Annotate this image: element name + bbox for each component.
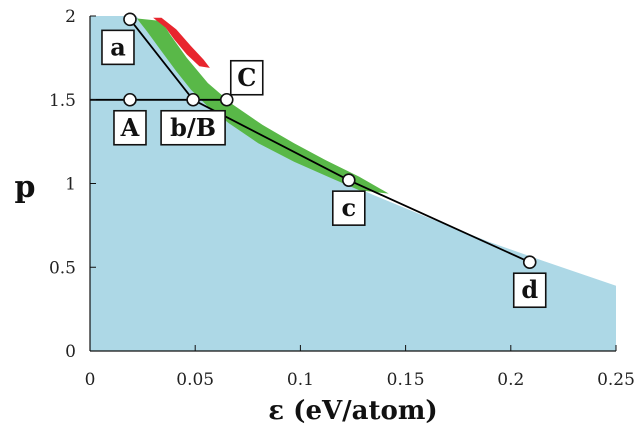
- x-tick-label: 0.2: [497, 370, 524, 390]
- y-tick-label: 0.5: [49, 258, 76, 278]
- path-line-2: [129, 18, 531, 264]
- red-region: [153, 17, 210, 68]
- point-label: a: [110, 32, 126, 61]
- blue-region: [90, 16, 616, 351]
- point-label-box: [512, 272, 547, 309]
- point-label-box: [160, 109, 226, 146]
- point-layer: a A b/B Cc d: [101, 12, 547, 309]
- green-region: [130, 17, 389, 194]
- point-label: C: [237, 63, 256, 92]
- point-label-box: [101, 29, 135, 66]
- y-tick-label: 1.5: [49, 91, 76, 111]
- x-tick-label: 0.15: [387, 370, 425, 390]
- tick-layer: 0 0.05 0.1 0.15 0.2 0.25 0 0.5 1 1.5 2: [49, 7, 635, 390]
- point-label: A: [120, 113, 140, 142]
- x-tick-label: 0.05: [176, 370, 214, 390]
- x-tick-label: 0.25: [597, 370, 635, 390]
- point-marker-d: [522, 255, 537, 270]
- region-layer: [90, 16, 616, 351]
- point-label: b/B: [170, 113, 216, 142]
- point-marker-a: [123, 92, 137, 107]
- point-marker-a: [123, 12, 137, 27]
- point-label-box: [113, 109, 147, 146]
- y-tick-label: 1: [65, 175, 76, 195]
- y-tick-label: 2: [65, 7, 76, 27]
- point-label: d: [521, 275, 538, 304]
- line-layer: [90, 18, 531, 264]
- x-tick-label: 0: [85, 370, 96, 390]
- point-label: c: [341, 193, 356, 222]
- x-axis-title: ε (eV/atom): [268, 396, 437, 426]
- point-label-box: [229, 59, 264, 96]
- point-marker-c: [219, 92, 234, 107]
- x-tick-label: 0.1: [287, 370, 314, 390]
- point-marker-b-b: [186, 92, 200, 107]
- y-axis-title: p: [15, 170, 36, 205]
- point-marker-c: [341, 173, 356, 187]
- point-label-box: [331, 190, 366, 226]
- y-tick-label: 0: [65, 342, 76, 362]
